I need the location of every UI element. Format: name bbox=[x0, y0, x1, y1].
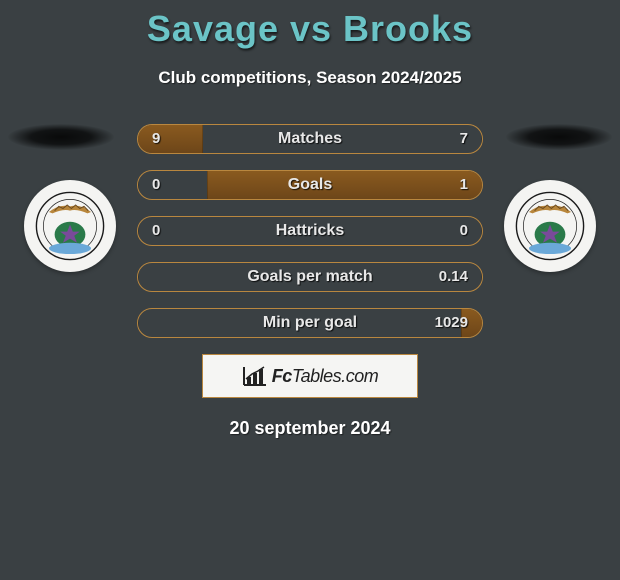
stat-label: Hattricks bbox=[138, 217, 482, 245]
stat-row: Matches9 7 bbox=[137, 124, 483, 154]
subtitle: Club competitions, Season 2024/2025 bbox=[0, 68, 620, 88]
stat-row: Goals0 1 bbox=[137, 170, 483, 200]
brand-text: FcTables.com bbox=[272, 366, 378, 387]
stat-value-right: 0.14 bbox=[439, 263, 468, 291]
date-text: 20 september 2024 bbox=[0, 418, 620, 439]
stat-label: Min per goal bbox=[138, 309, 482, 337]
stat-value-left: 0 bbox=[152, 217, 160, 245]
stat-value-left: 9 bbox=[152, 125, 160, 153]
chart-icon bbox=[242, 365, 268, 387]
player-shadow-left bbox=[8, 124, 114, 150]
club-badge-right bbox=[504, 180, 596, 272]
player-shadow-right bbox=[506, 124, 612, 150]
stat-value-left: 0 bbox=[152, 171, 160, 199]
stat-value-right: 7 bbox=[460, 125, 468, 153]
stats-container: Matches97Goals01Hattricks00Goals per mat… bbox=[137, 124, 483, 338]
stat-row: Min per goal1029 bbox=[137, 308, 483, 338]
stat-value-right: 1 bbox=[460, 171, 468, 199]
stat-label: Goals per match bbox=[138, 263, 482, 291]
brand-box[interactable]: FcTables.com bbox=[202, 354, 418, 398]
stat-label: Matches bbox=[138, 125, 482, 153]
crest-icon bbox=[515, 191, 585, 261]
crest-icon bbox=[35, 191, 105, 261]
stat-value-right: 0 bbox=[460, 217, 468, 245]
stat-row: Hattricks0 0 bbox=[137, 216, 483, 246]
stat-label: Goals bbox=[138, 171, 482, 199]
stat-value-right: 1029 bbox=[435, 309, 468, 337]
page-title: Savage vs Brooks bbox=[0, 0, 620, 50]
club-badge-left bbox=[24, 180, 116, 272]
stat-row: Goals per match0.14 bbox=[137, 262, 483, 292]
